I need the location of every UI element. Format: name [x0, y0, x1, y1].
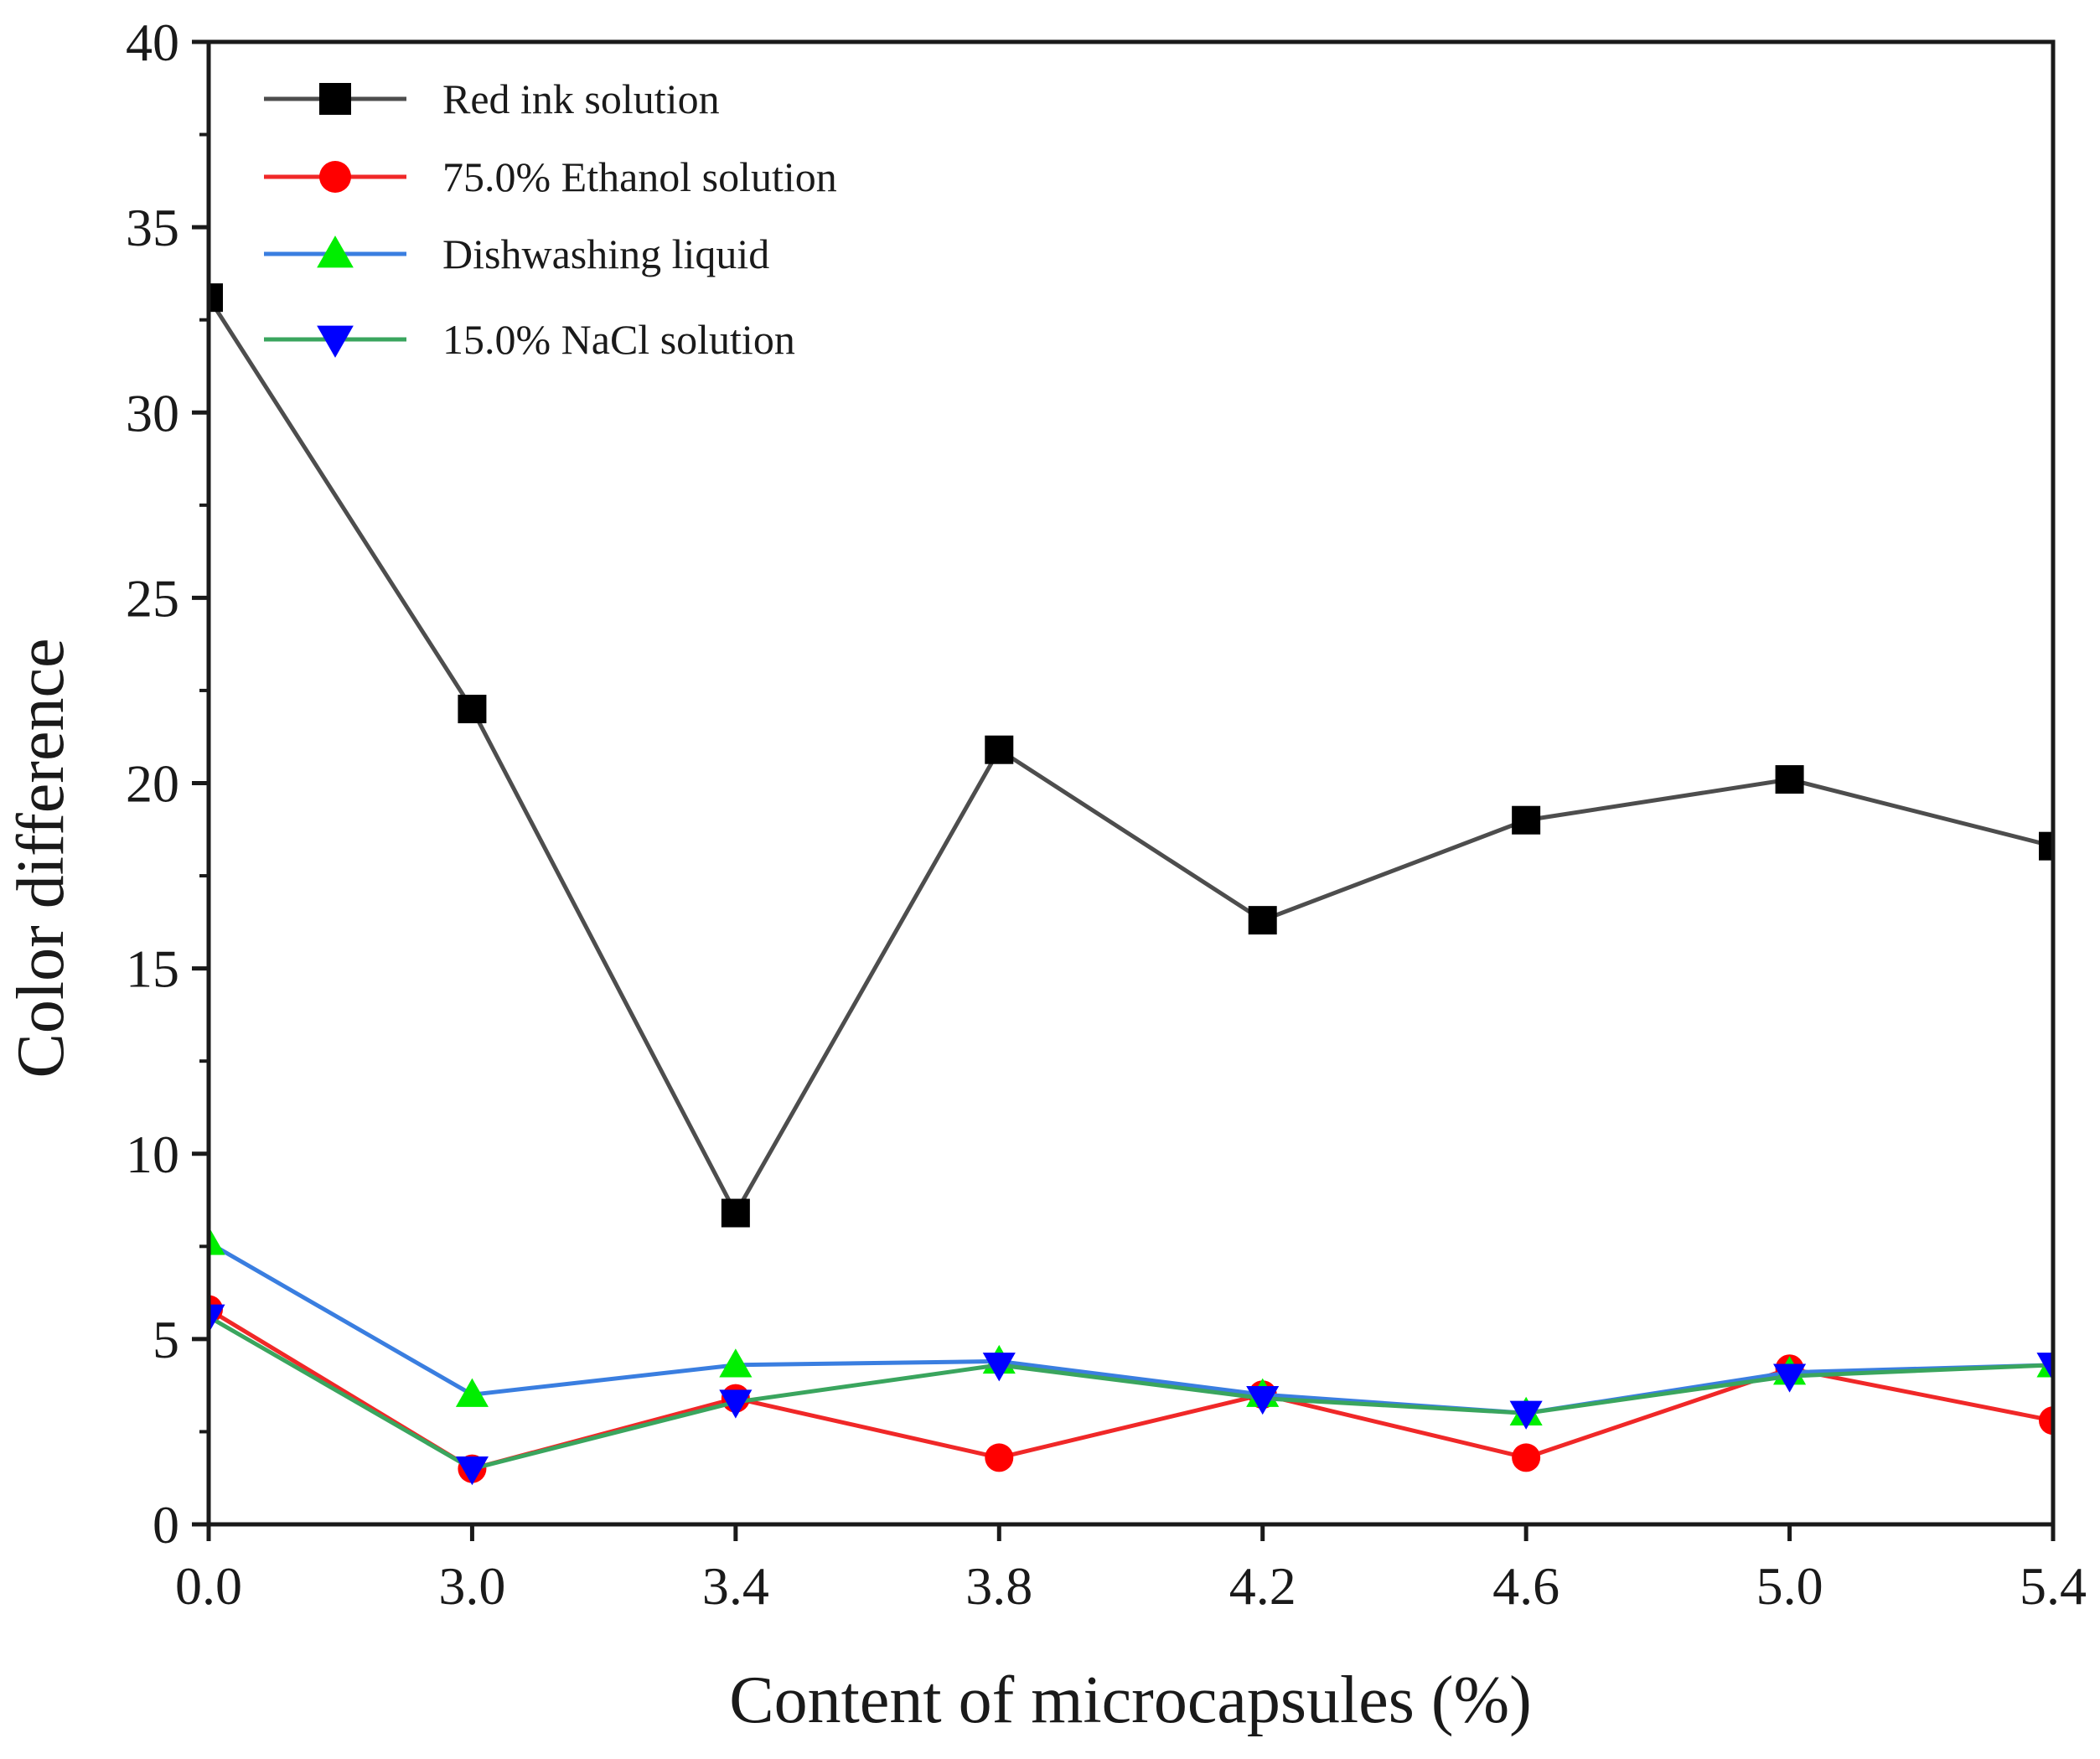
- legend-marker: [319, 161, 351, 193]
- series-line: [209, 1307, 2053, 1472]
- data-point: [458, 695, 487, 724]
- legend-marker: [319, 83, 351, 115]
- x-tick-label: 0.0: [175, 1556, 242, 1616]
- series-4: [209, 1304, 2053, 1486]
- data-point: [1773, 1363, 1807, 1393]
- x-axis-title: Content of microcapsules (%): [729, 1663, 1532, 1737]
- y-tick-label: 0: [153, 1495, 179, 1555]
- legend-label: 15.0% NaCl solution: [442, 316, 795, 363]
- series-line: [209, 1315, 2053, 1472]
- x-tick-label: 4.2: [1229, 1556, 1296, 1616]
- data-point: [209, 283, 223, 313]
- data-point: [985, 735, 1014, 764]
- data-point: [455, 1378, 489, 1407]
- y-tick-label: 40: [126, 13, 179, 72]
- data-point: [985, 1443, 1014, 1472]
- series-line: [209, 296, 2053, 1218]
- data-point: [1246, 1385, 1280, 1415]
- legend-marker: [317, 235, 354, 268]
- y-tick-label: 15: [126, 939, 179, 999]
- data-point: [719, 1389, 753, 1419]
- data-point: [209, 1304, 225, 1333]
- y-tick-label: 20: [126, 754, 179, 814]
- legend-label: Red ink solution: [442, 75, 720, 122]
- data-point: [209, 1226, 225, 1255]
- y-tick-label: 30: [126, 383, 179, 442]
- legend-item: 75.0% Ethanol solution: [264, 153, 837, 200]
- x-tick-label: 4.6: [1492, 1556, 1559, 1616]
- x-tick-label: 3.8: [965, 1556, 1032, 1616]
- legend-item: 15.0% NaCl solution: [264, 316, 795, 363]
- legend-label: 75.0% Ethanol solution: [442, 153, 837, 200]
- data-point: [455, 1456, 489, 1486]
- data-point: [2039, 1406, 2053, 1436]
- series-line: [209, 1240, 2053, 1415]
- data-point: [2039, 831, 2053, 861]
- y-tick-label: 5: [153, 1310, 179, 1369]
- data-point: [719, 1348, 753, 1378]
- series-1: [209, 283, 2053, 1228]
- data-point: [1775, 765, 1804, 794]
- y-axis-title: Color difference: [4, 639, 78, 1079]
- series-3: [209, 1226, 2053, 1425]
- data-point: [1509, 1400, 1543, 1430]
- x-tick-label: 3.4: [702, 1556, 769, 1616]
- data-point: [1512, 805, 1541, 835]
- legend: Red ink solution 75.0% Ethanol solution Di…: [264, 75, 837, 363]
- data-point: [721, 1198, 750, 1228]
- x-tick-label: 5.4: [2020, 1556, 2087, 1616]
- x-tick-label: 3.0: [438, 1556, 505, 1616]
- y-tick-label: 25: [126, 568, 179, 628]
- x-tick-label: 5.0: [1756, 1556, 1823, 1616]
- series-layer: [209, 283, 2053, 1486]
- y-tick-label: 35: [126, 198, 179, 257]
- data-point: [2036, 1353, 2053, 1382]
- legend-item: Red ink solution: [264, 75, 720, 122]
- legend-item: Dishwashing liquid: [264, 230, 769, 277]
- axis-layer: 0 5 10 15 20 25 30 35 40 0.0 3.0 3.4 3.8 4.2 4.6 5.0 5.4: [126, 13, 2087, 1616]
- legend-label: Dishwashing liquid: [442, 230, 769, 277]
- data-point: [1248, 906, 1277, 935]
- legend-marker: [317, 325, 354, 358]
- y-tick-label: 10: [126, 1125, 179, 1184]
- data-point: [1512, 1443, 1541, 1472]
- data-point: [982, 1353, 1016, 1382]
